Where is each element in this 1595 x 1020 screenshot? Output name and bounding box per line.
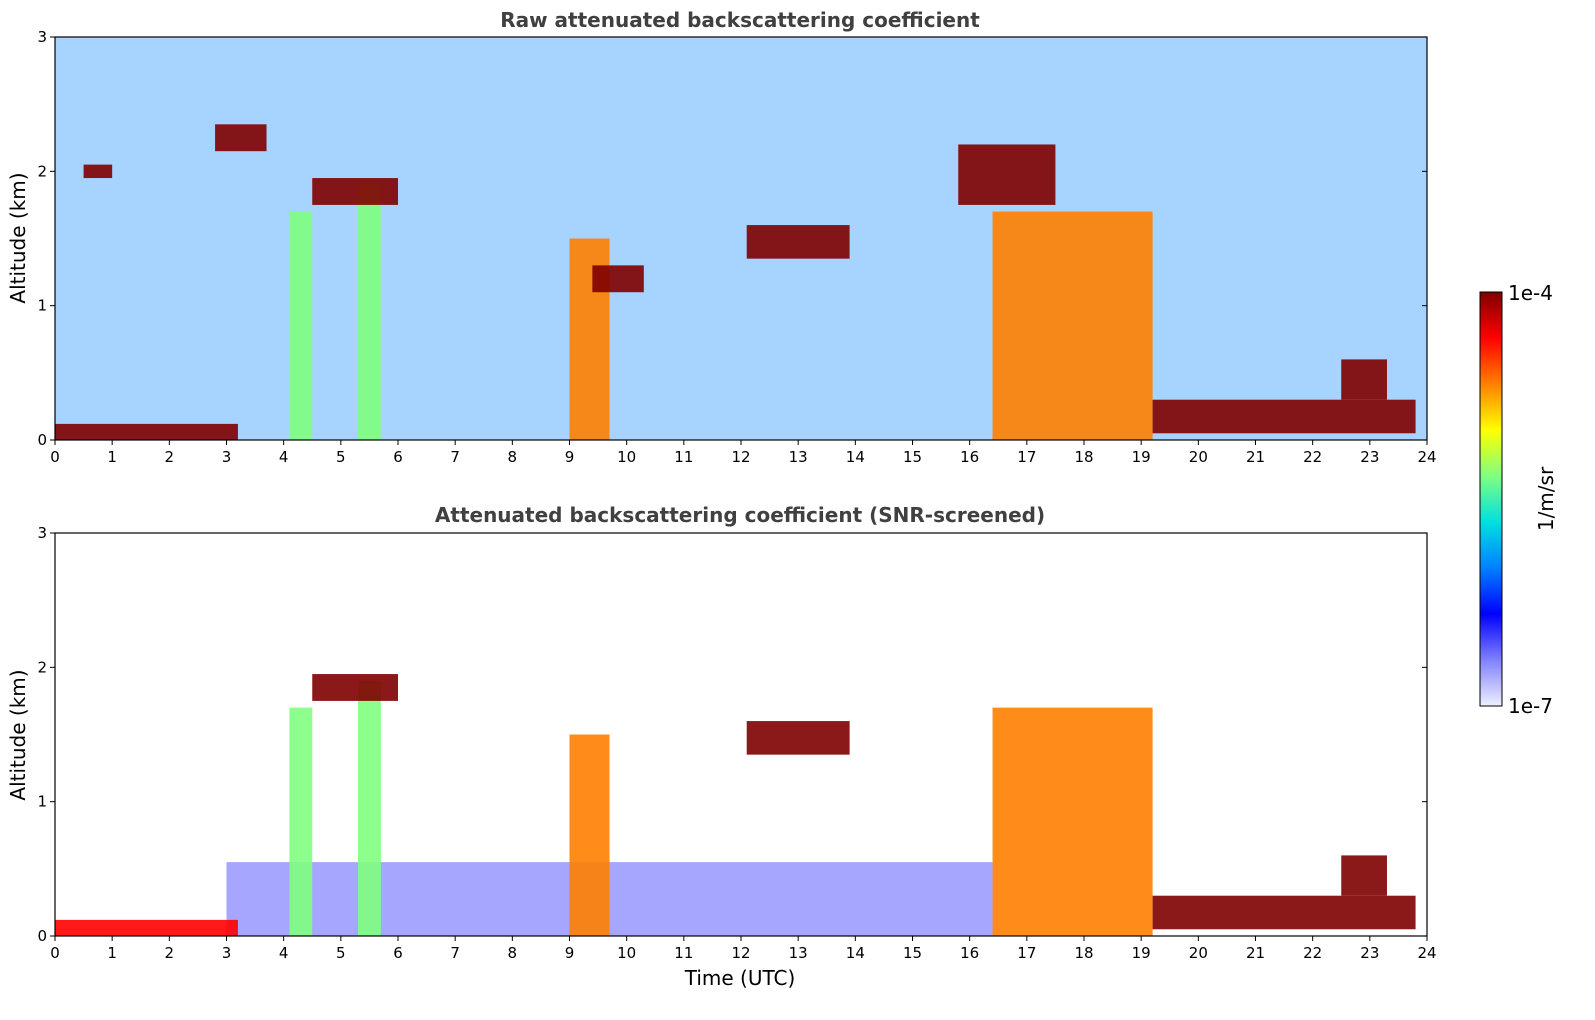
screened-layer-surface-aerosol-layer [55,919,238,936]
screened-y-tick-label: 3 [37,524,47,542]
raw-x-tick-label: 12 [731,448,750,466]
screened-y-tick-label: 0 [37,927,47,945]
raw-x-tick-label: 7 [450,448,460,466]
screened-x-tick-label: 6 [393,944,403,962]
raw-layer-cloud-base [312,178,398,205]
screened-layer-precipitation [289,707,313,936]
screened-x-tick-label: 7 [450,944,460,962]
raw-x-tick-label: 17 [1017,448,1036,466]
raw-y-tick-label: 1 [37,297,47,315]
raw-layer-precipitation [289,211,313,440]
raw-x-tick-label: 3 [222,448,232,466]
screened-y-tick-label: 1 [37,793,47,811]
raw-x-tick-label: 16 [960,448,979,466]
raw-layer-precipitation [357,184,381,440]
screened-x-tick-label: 21 [1246,944,1265,962]
screened-x-tick-label: 18 [1074,944,1093,962]
raw-x-tick-label: 18 [1074,448,1093,466]
raw-x-tick-label: 8 [508,448,518,466]
screened-x-tick-label: 16 [960,944,979,962]
screened-x-tick-label: 15 [903,944,922,962]
raw-x-tick-label: 19 [1132,448,1151,466]
screened-x-tick-label: 12 [731,944,750,962]
raw-y-tick-label: 0 [37,431,47,449]
raw-panel-layers [55,37,1427,440]
raw-y-tick-label: 2 [37,162,47,180]
colorbar-max-label: 1e-4 [1508,281,1553,305]
screened-x-tick-label: 13 [789,944,808,962]
screened-x-tick-label: 23 [1360,944,1379,962]
raw-layer-surface-aerosol-layer [55,423,238,440]
raw-layer-elevated-layer [83,164,113,179]
raw-x-tick-label: 20 [1189,448,1208,466]
raw-panel-x-ticks: 0 1 2 3 4 5 6 7 8 9 10 11 12 13 14 15 16 17 18 19 20 21 22 23 24 [50,440,1437,466]
screened-layer-elevated-layer [1341,855,1387,896]
raw-panel-ylabel: Altitude (km) [6,172,30,303]
screened-layer-precipitation [992,707,1153,936]
raw-panel-y-ticks: 0 1 2 3 [37,28,1427,449]
raw-x-tick-label: 0 [50,448,60,466]
raw-x-tick-label: 11 [674,448,693,466]
screened-x-tick-label: 22 [1303,944,1322,962]
screened-x-tick-label: 2 [165,944,175,962]
screened-panel-x-ticks: 0 1 2 3 4 5 6 7 8 9 10 11 12 13 14 15 16 17 18 19 20 21 22 23 24 [50,936,1437,962]
screened-layer-precipitation [569,734,610,936]
screened-x-tick-label: 14 [846,944,865,962]
raw-x-tick-label: 4 [279,448,289,466]
screened-panel-ylabel: Altitude (km) [6,669,30,800]
screened-layer-cloud-base [746,721,850,755]
screened-panel: Attenuated backscattering coefficient (S… [6,503,1437,990]
raw-layer-surface-aerosol-layer [1152,399,1416,434]
raw-y-tick-label: 3 [37,28,47,46]
screened-panel-layers [55,674,1416,936]
screened-x-tick-label: 17 [1017,944,1036,962]
raw-x-tick-label: 10 [617,448,636,466]
screened-x-tick-label: 3 [222,944,232,962]
screened-layer-surface-aerosol-layer [1152,895,1416,930]
raw-x-tick-label: 5 [336,448,346,466]
colorbar-unit-label: 1/m/sr [1534,466,1558,531]
raw-layer-cloud-base [592,265,644,293]
raw-layer-background-noise [55,37,1427,440]
raw-x-tick-label: 6 [393,448,403,466]
colorbar-bar [1479,291,1503,707]
raw-layer-precipitation [992,211,1153,440]
raw-x-tick-label: 9 [565,448,575,466]
raw-layer-cloud-base [746,225,850,259]
screened-y-tick-label: 2 [37,658,47,676]
screened-layer-cloud-base [312,674,398,701]
raw-panel: Raw attenuated backscattering coefficien… [6,8,1437,466]
screened-x-tick-label: 9 [565,944,575,962]
screened-x-tick-label: 0 [50,944,60,962]
screened-x-tick-label: 5 [336,944,346,962]
raw-x-tick-label: 21 [1246,448,1265,466]
raw-x-tick-label: 22 [1303,448,1322,466]
raw-x-tick-label: 13 [789,448,808,466]
raw-x-tick-label: 23 [1360,448,1379,466]
screened-x-tick-label: 1 [107,944,117,962]
raw-layer-cloud-base [958,144,1056,205]
screened-x-tick-label: 19 [1132,944,1151,962]
raw-x-tick-label: 1 [107,448,117,466]
screened-x-tick-label: 10 [617,944,636,962]
colorbar: 1e-4 1e-7 1/m/sr [1479,281,1558,718]
screened-x-tick-label: 24 [1417,944,1436,962]
raw-x-tick-label: 15 [903,448,922,466]
raw-layer-cloud-base [215,124,267,152]
screened-panel-y-ticks: 0 1 2 3 [37,524,1427,945]
raw-x-tick-label: 2 [165,448,175,466]
raw-layer-elevated-layer [1341,359,1387,400]
raw-x-tick-label: 24 [1417,448,1436,466]
screened-panel-title: Attenuated backscattering coefficient (S… [435,503,1045,527]
screened-layer-precipitation [357,680,381,936]
screened-x-tick-label: 8 [508,944,518,962]
raw-panel-title: Raw attenuated backscattering coefficien… [500,8,980,32]
screened-x-tick-label: 11 [674,944,693,962]
screened-x-tick-label: 4 [279,944,289,962]
colorbar-min-label: 1e-7 [1508,694,1553,718]
raw-x-tick-label: 14 [846,448,865,466]
screened-x-tick-label: 20 [1189,944,1208,962]
screened-panel-xlabel: Time (UTC) [684,966,796,990]
